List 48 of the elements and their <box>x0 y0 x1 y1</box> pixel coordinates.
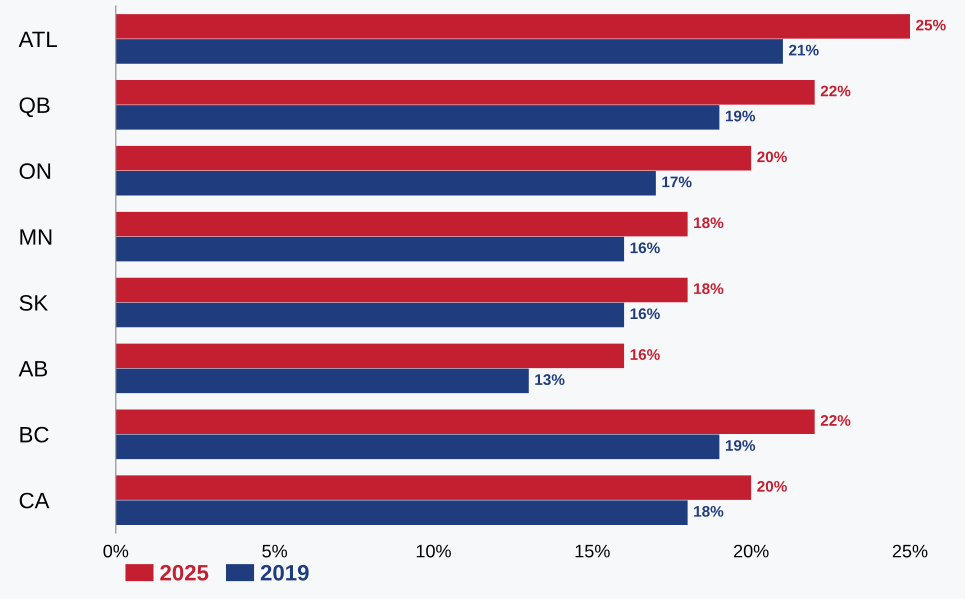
bar <box>116 236 624 262</box>
data-label: 18% <box>694 506 724 517</box>
data-label: 21% <box>789 44 819 56</box>
bar <box>116 278 688 302</box>
data-label: 16% <box>630 349 660 360</box>
bar <box>116 434 720 460</box>
legend-label: 2025 <box>160 564 208 581</box>
x-tick-label: 20% <box>734 544 769 558</box>
bar <box>116 409 815 434</box>
data-label: 16% <box>630 242 660 254</box>
bar <box>116 105 720 130</box>
data-label: 17% <box>662 176 692 188</box>
bar <box>116 368 529 394</box>
y-tick-label: MN <box>20 229 52 245</box>
y-tick-label: CA <box>20 492 50 508</box>
legend-label: 2019 <box>260 564 309 581</box>
data-label: 20% <box>757 480 787 492</box>
x-tick-label: 0% <box>103 544 128 558</box>
bar <box>116 212 688 236</box>
y-tick-label: ATL <box>18 32 57 47</box>
data-label: 22% <box>820 86 850 96</box>
bar <box>116 170 656 196</box>
data-label: 16% <box>630 308 660 320</box>
y-tick-label: AB <box>18 361 48 376</box>
data-label: 25% <box>916 20 946 31</box>
bar <box>116 146 752 170</box>
y-tick-label: BC <box>20 426 49 443</box>
y-tick-label: ON <box>20 163 50 179</box>
bar <box>116 500 688 525</box>
bar <box>116 39 783 64</box>
bar <box>116 475 752 500</box>
y-tick-label: QB <box>20 97 50 118</box>
x-tick-label: 25% <box>892 544 928 558</box>
x-tick-label: 15% <box>576 544 610 558</box>
bar <box>116 302 624 328</box>
bar <box>116 80 815 105</box>
x-tick-label: 10% <box>416 544 451 558</box>
bar <box>116 344 624 368</box>
data-label: 19% <box>726 440 756 451</box>
x-tick-label: 5% <box>262 544 288 558</box>
data-label: 13% <box>535 374 565 386</box>
data-label: 19% <box>726 110 756 122</box>
data-label: 22% <box>820 415 850 426</box>
bar <box>116 14 910 39</box>
y-tick-label: SK <box>20 295 48 311</box>
data-label: 18% <box>694 217 724 228</box>
data-label: 20% <box>757 151 787 162</box>
data-label: 18% <box>694 283 724 294</box>
